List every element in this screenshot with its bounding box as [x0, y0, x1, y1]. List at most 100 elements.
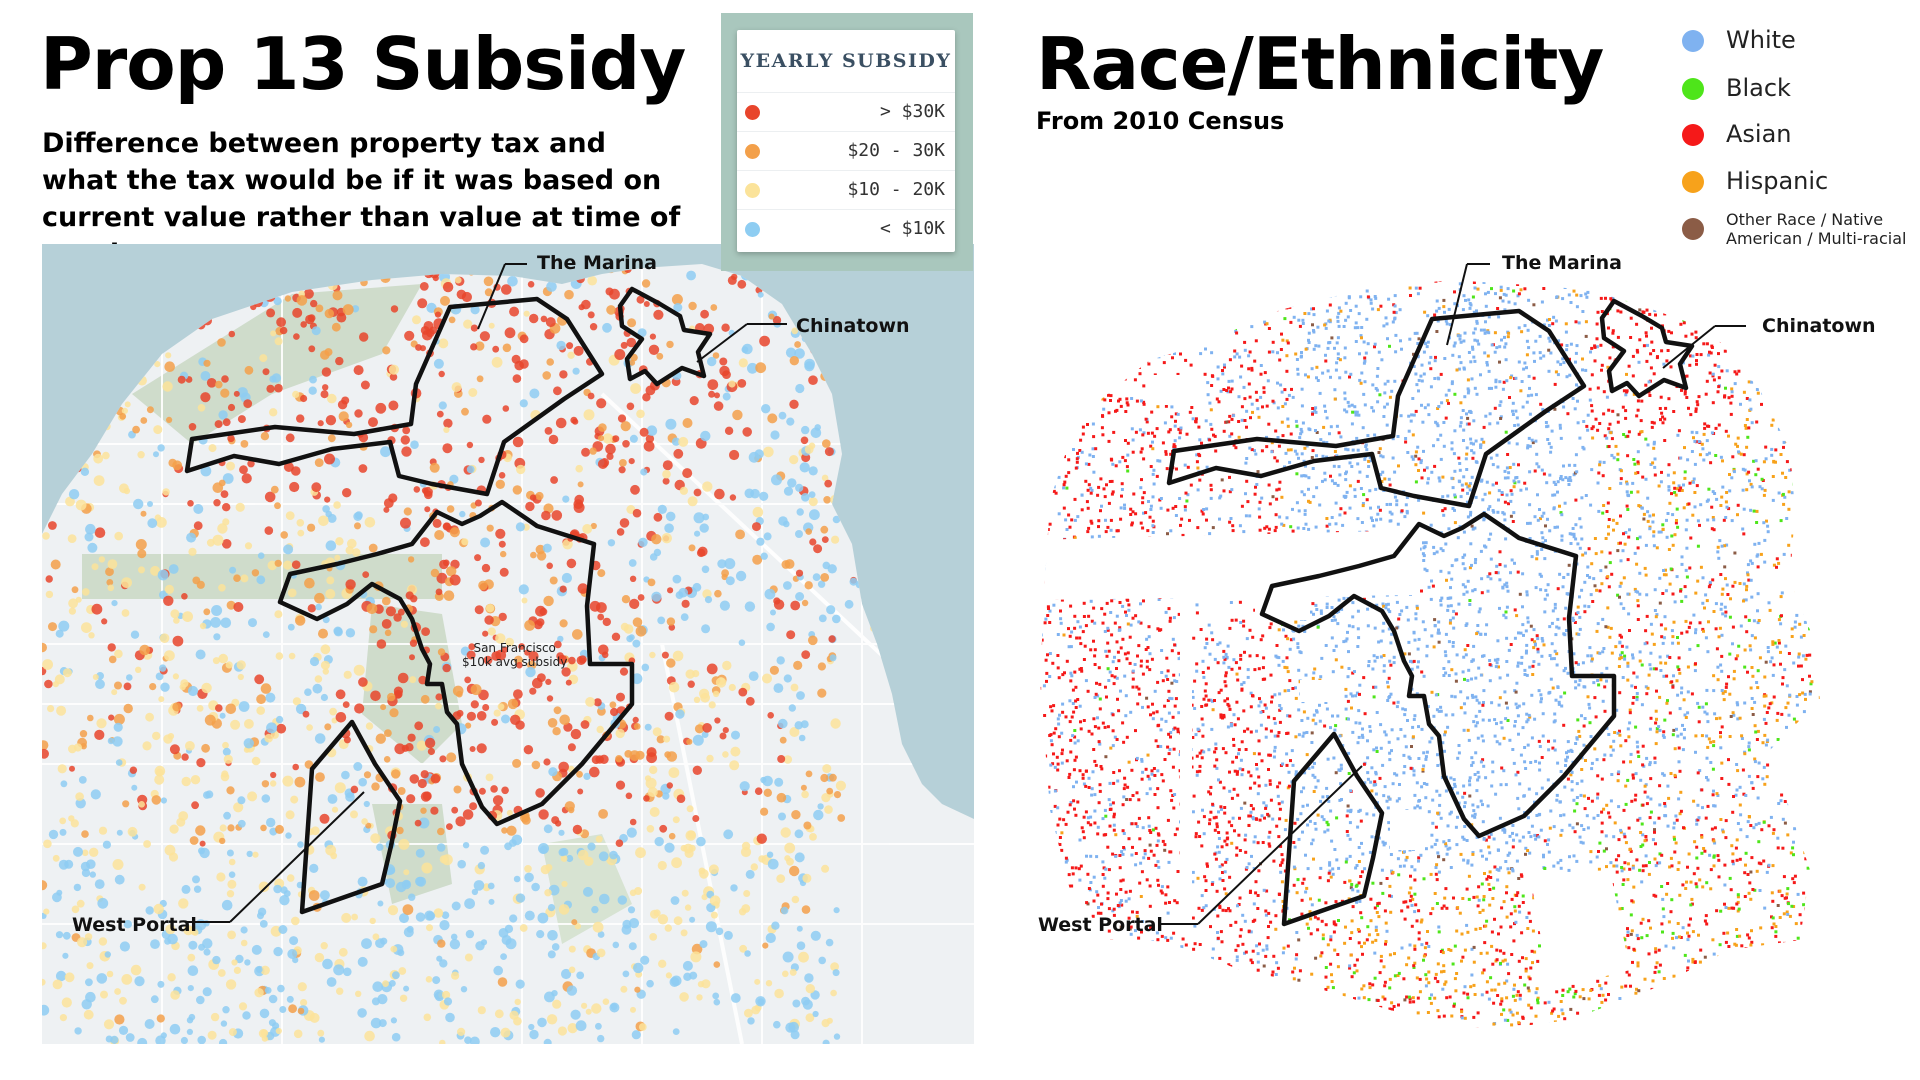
subsidy-dot — [705, 921, 717, 933]
subsidy-dot — [164, 584, 174, 594]
race-dot — [1596, 774, 1600, 778]
subsidy-dot — [383, 506, 390, 513]
subsidy-dot — [699, 940, 708, 949]
subsidy-dot — [785, 347, 797, 358]
subsidy-dot — [550, 476, 558, 484]
subsidy-dot — [477, 1006, 486, 1015]
race-dot — [1631, 701, 1635, 705]
race-dot — [1791, 761, 1795, 765]
race-dot — [1442, 904, 1446, 908]
subsidy-dot — [55, 970, 67, 982]
race-dot — [1662, 573, 1666, 577]
subsidy-dot — [384, 729, 392, 737]
race-dot — [1895, 503, 1898, 506]
race-dot — [1867, 558, 1870, 561]
race-dot — [1685, 630, 1689, 634]
race-dot — [1098, 318, 1102, 322]
subsidy-dot — [233, 602, 244, 612]
race-dot — [1516, 275, 1519, 278]
subsidy-dot — [529, 687, 537, 695]
subsidy-dot — [728, 683, 736, 692]
race-dot — [1417, 859, 1420, 863]
race-dot — [1262, 254, 1265, 257]
subsidy-dot — [181, 593, 188, 600]
subsidy-dot — [500, 550, 507, 558]
subsidy-dot — [283, 462, 294, 472]
race-dot — [1463, 825, 1467, 828]
race-dot — [1911, 286, 1914, 289]
subsidy-dot — [293, 333, 300, 340]
race-dot — [1215, 825, 1219, 829]
race-dot — [1775, 557, 1779, 561]
subsidy-dot — [60, 780, 68, 788]
race-dot — [1375, 750, 1379, 753]
subsidy-dot — [363, 800, 370, 808]
subsidy-dot — [375, 733, 386, 744]
race-dot — [1806, 866, 1810, 870]
race-dot — [1711, 280, 1715, 283]
subsidy-dot — [160, 797, 167, 804]
subsidy-dot — [480, 845, 490, 855]
subsidy-dot — [393, 613, 402, 622]
subsidy-dot — [329, 707, 337, 716]
race-dot — [1477, 610, 1481, 614]
race-dot — [1487, 882, 1491, 886]
subsidy-dot — [138, 883, 146, 891]
race-dot — [1139, 450, 1143, 454]
race-dot — [1031, 720, 1034, 723]
race-dot — [1044, 658, 1048, 662]
race-dot — [1625, 970, 1629, 974]
subsidy-dot — [717, 559, 727, 569]
race-dot — [1290, 303, 1294, 307]
subsidy-dot — [500, 953, 507, 960]
race-dot — [1462, 366, 1466, 370]
subsidy-dot — [314, 458, 324, 467]
race-dot — [1466, 416, 1470, 420]
race-dot — [1369, 516, 1373, 520]
race-dot — [1540, 531, 1544, 535]
race-dot — [1719, 731, 1722, 735]
subsidy-dot — [322, 958, 333, 970]
race-dot — [1903, 264, 1906, 267]
subsidy-dot — [423, 321, 434, 331]
subsidy-dot — [505, 637, 514, 647]
race-dot — [1040, 587, 1043, 591]
race-dot — [1830, 954, 1833, 957]
subsidy-dot — [287, 623, 295, 631]
subsidy-dot — [443, 590, 455, 601]
subsidy-dot — [388, 400, 399, 411]
subsidy-dot — [812, 1010, 819, 1018]
race-dot — [1575, 344, 1579, 348]
race-dot — [1315, 376, 1318, 380]
subsidy-dot — [549, 576, 558, 585]
race-dot — [1661, 592, 1665, 595]
race-dot — [1868, 677, 1871, 680]
race-dot — [1355, 864, 1359, 867]
subsidy-dot — [261, 1035, 268, 1042]
race-dot — [1485, 919, 1489, 923]
subsidy-dot — [664, 751, 672, 758]
race-dot — [1294, 773, 1298, 777]
subsidy-dot — [786, 417, 795, 426]
race-dot — [1206, 381, 1210, 385]
subsidy-dot — [628, 918, 640, 929]
race-dot — [1393, 974, 1397, 978]
race-dot — [1413, 947, 1417, 951]
race-dot — [1870, 499, 1873, 502]
subsidy-dot — [795, 483, 804, 492]
race-dot — [1667, 1002, 1671, 1006]
race-dot — [1380, 480, 1384, 483]
race-dot — [1816, 405, 1820, 409]
subsidy-dot — [159, 633, 170, 643]
race-dot — [1780, 712, 1784, 716]
race-dot — [1107, 393, 1110, 397]
subsidy-dot — [490, 785, 498, 793]
race-dot — [1413, 1016, 1417, 1020]
race-dot — [1480, 591, 1484, 595]
subsidy-dot — [439, 1039, 446, 1044]
race-dot — [1735, 256, 1738, 259]
subsidy-dot — [435, 702, 442, 710]
subsidy-dot — [561, 880, 568, 888]
race-dot — [1644, 629, 1648, 633]
race-dot — [1137, 798, 1141, 802]
